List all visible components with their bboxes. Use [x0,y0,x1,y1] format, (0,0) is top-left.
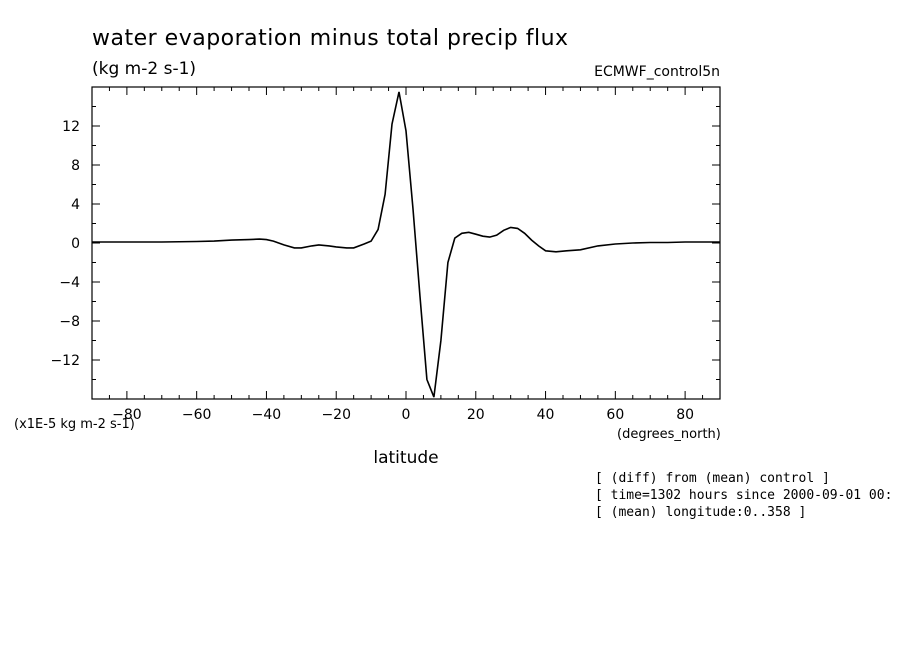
y-tick-label: 0 [71,236,80,252]
chart-title: water evaporation minus total precip flu… [92,26,569,51]
x-units-label: (degrees_north) [617,427,721,442]
y-tick-label: −12 [50,353,80,369]
y-tick-label: −8 [59,314,80,330]
y-tick-label: 4 [71,197,80,213]
x-tick-label: 40 [537,407,555,423]
note-line-3: [ (mean) longitude:0..358 ] [595,505,806,520]
x-tick-label: −80 [112,407,142,423]
series-line [92,91,720,398]
y-tick-label: 8 [71,158,80,174]
x-tick-label: 60 [606,407,624,423]
x-tick-label: 0 [402,407,411,423]
y-tick-label: −4 [59,275,80,291]
x-axis-label: latitude [373,448,438,468]
x-tick-label: −60 [182,407,212,423]
x-tick-label: 80 [676,407,694,423]
note-line-1: [ (diff) from (mean) control ] [595,471,830,486]
x-ticks: −80 −60 −40 −20 0 20 40 60 80 [91,87,721,423]
y-tick-label: 12 [62,119,80,135]
x-tick-label: −20 [321,407,351,423]
y-units-label: (x1E-5 kg m-2 s-1) [14,417,135,432]
dataset-label: ECMWF_control5n [594,64,720,80]
x-tick-label: −40 [252,407,282,423]
chart-subtitle: (kg m-2 s-1) [92,59,196,79]
x-tick-label: 20 [467,407,485,423]
y-ticks: −12 −8 −4 0 4 8 12 [50,86,720,400]
note-line-2: [ time=1302 hours since 2000-09-01 00: [595,488,892,503]
